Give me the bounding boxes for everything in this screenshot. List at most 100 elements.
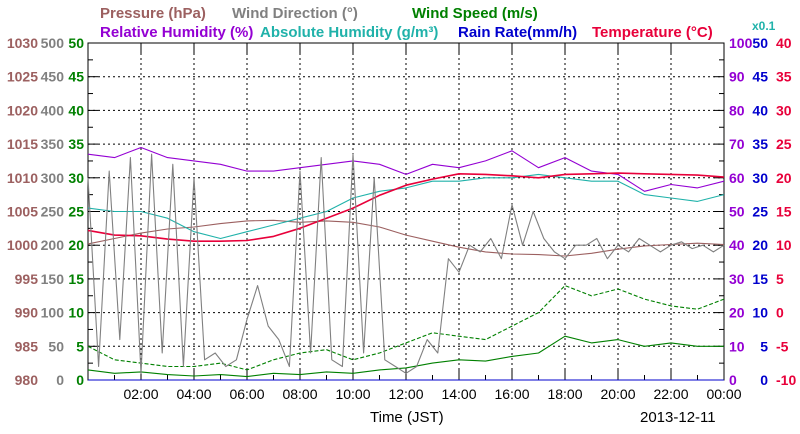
y-tick-label-pressure: 1020: [7, 102, 38, 118]
series-wind-direction: [87, 153, 725, 374]
y-tick-label-pressure: 1015: [7, 136, 38, 152]
y-tick-label-rain: 10: [752, 305, 768, 321]
x-tick-label: 12:00: [388, 386, 423, 402]
y-tick-label-wind-speed: 35: [68, 136, 84, 152]
y-tick-label-rain: 0: [760, 372, 768, 388]
legend-absolute-humidity: Absolute Humidity (g/m³): [260, 24, 438, 41]
series-wind-speed-m-s: [87, 335, 724, 378]
y-tick-label-temperature: 10: [776, 237, 792, 253]
y-tick-label-humidity: 90: [729, 69, 745, 85]
y-tick-label-wind-dir: 350: [41, 136, 65, 152]
y-tick-label-wind-speed: 20: [68, 237, 84, 253]
y-tick-label-wind-dir: 450: [41, 69, 65, 85]
y-tick-label-wind-dir: 500: [41, 35, 65, 51]
y-tick-label-temperature: 35: [776, 69, 792, 85]
series-relative-humidity: [87, 146, 725, 192]
legend-wind-speed: Wind Speed (m/s): [412, 5, 538, 22]
legend-rain-rate: Rain Rate(mm/h): [458, 24, 577, 41]
y-tick-label-humidity: 80: [729, 102, 745, 118]
axis-tick-labels: 9809859909951000100510101015102010251030…: [7, 35, 797, 402]
x-tick-label: 06:00: [229, 386, 264, 402]
y-tick-label-wind-dir: 300: [41, 170, 65, 186]
y-tick-label-temperature: 0: [776, 305, 784, 321]
y-tick-label-humidity: 10: [729, 338, 745, 354]
y-tick-label-wind-dir: 200: [41, 237, 65, 253]
x-axis-title: Time (JST): [370, 409, 444, 426]
legend-wind-direction: Wind Direction (°): [232, 5, 358, 22]
x-tick-label: 22:00: [653, 386, 688, 402]
x-tick-label: 10:00: [335, 386, 370, 402]
y-tick-label-humidity: 50: [729, 204, 745, 220]
y-tick-label-rain: 25: [752, 204, 768, 220]
y-tick-label-wind-speed: 15: [68, 271, 84, 287]
y-tick-label-rain: 30: [752, 170, 768, 186]
series-wind-speed-gust-m-s: [87, 285, 725, 371]
y-tick-label-rain: 15: [752, 271, 768, 287]
y-tick-label-pressure: 995: [15, 271, 39, 287]
y-tick-label-pressure: 990: [15, 305, 39, 321]
y-tick-label-wind-dir: 150: [41, 271, 65, 287]
y-tick-label-pressure: 985: [15, 338, 39, 354]
y-tick-label-wind-speed: 30: [68, 170, 84, 186]
y-tick-label-pressure: 1005: [7, 204, 38, 220]
y-tick-label-wind-speed: 45: [68, 69, 84, 85]
x-tick-label: 02:00: [123, 386, 158, 402]
chart-date: 2013-12-11: [640, 409, 716, 426]
y-tick-label-humidity: 40: [729, 237, 745, 253]
axis-ticks: [88, 43, 724, 380]
y-tick-label-rain: 20: [752, 237, 768, 253]
x-tick-label: 16:00: [494, 386, 529, 402]
series-lines: [87, 146, 725, 381]
y-tick-label-wind-speed: 0: [76, 372, 84, 388]
y-tick-label-pressure: 980: [15, 372, 39, 388]
y-tick-label-rain: 35: [752, 136, 768, 152]
x-tick-label: 00:00: [706, 386, 741, 402]
grid: [88, 43, 724, 380]
y-tick-label-humidity: 20: [729, 305, 745, 321]
y-tick-label-pressure: 1000: [7, 237, 38, 253]
y-tick-label-pressure: 1025: [7, 69, 38, 85]
y-tick-label-wind-dir: 250: [41, 204, 65, 220]
y-tick-label-wind-speed: 50: [68, 35, 84, 51]
y-tick-label-humidity: 60: [729, 170, 745, 186]
y-tick-label-rain: 45: [752, 69, 768, 85]
y-tick-label-wind-speed: 10: [68, 305, 84, 321]
y-tick-label-pressure: 1010: [7, 170, 38, 186]
legend-pressure: Pressure (hPa): [100, 5, 206, 22]
y-tick-label-temperature: 15: [776, 204, 792, 220]
y-tick-label-temperature: -5: [776, 338, 789, 354]
y-tick-label-humidity: 100: [729, 35, 753, 51]
y-tick-label-humidity: 0: [729, 372, 737, 388]
y-tick-label-temperature: -10: [776, 372, 796, 388]
y-tick-label-pressure: 1030: [7, 35, 38, 51]
y-tick-label-wind-speed: 40: [68, 102, 84, 118]
y-tick-label-wind-dir: 400: [41, 102, 65, 118]
scale-x01-label: x0.1: [752, 19, 776, 33]
series-temperature-c: [87, 172, 725, 242]
y-tick-label-rain: 50: [752, 35, 768, 51]
series-absolute-humidity-g-m: [87, 173, 725, 240]
y-tick-label-humidity: 30: [729, 271, 745, 287]
y-tick-label-humidity: 70: [729, 136, 745, 152]
x-tick-label: 04:00: [176, 386, 211, 402]
x-tick-label: 08:00: [282, 386, 317, 402]
y-tick-label-temperature: 25: [776, 136, 792, 152]
y-tick-label-wind-dir: 100: [41, 305, 65, 321]
y-tick-label-temperature: 30: [776, 102, 792, 118]
y-tick-label-rain: 40: [752, 102, 768, 118]
y-tick-label-wind-speed: 5: [76, 338, 84, 354]
y-tick-label-wind-dir: 50: [48, 338, 64, 354]
x-tick-label: 14:00: [441, 386, 476, 402]
y-tick-label-wind-dir: 0: [56, 372, 64, 388]
x-tick-label: 18:00: [547, 386, 582, 402]
y-tick-label-temperature: 5: [776, 271, 784, 287]
legend-relative-humidity: Relative Humidity (%): [100, 24, 253, 41]
x-tick-label: 20:00: [600, 386, 635, 402]
y-tick-label-temperature: 20: [776, 170, 792, 186]
series-pressure-hpa: [87, 219, 725, 257]
y-tick-label-temperature: 40: [776, 35, 792, 51]
y-tick-label-wind-speed: 25: [68, 204, 84, 220]
y-tick-label-rain: 5: [760, 338, 768, 354]
legend-temperature: Temperature (°C): [592, 24, 713, 41]
